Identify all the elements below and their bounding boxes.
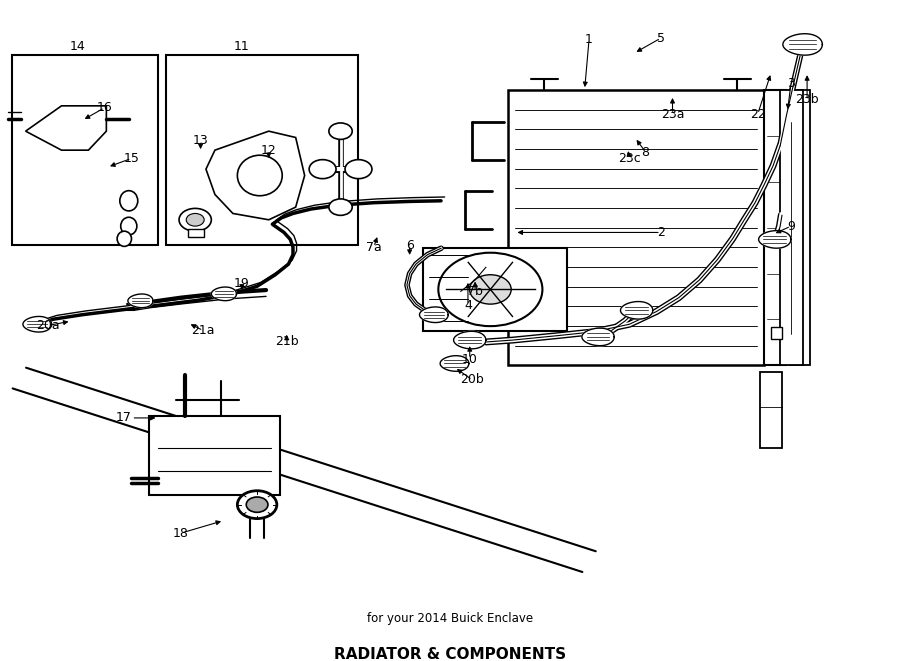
Text: 18: 18 — [173, 527, 189, 539]
Bar — [423, 249, 567, 330]
Text: 12: 12 — [261, 143, 276, 157]
Polygon shape — [206, 131, 304, 220]
Text: for your 2014 Buick Enclave: for your 2014 Buick Enclave — [367, 612, 533, 625]
Circle shape — [179, 208, 212, 231]
Text: 22: 22 — [750, 108, 766, 120]
Bar — [760, 371, 782, 447]
Text: 8: 8 — [642, 145, 650, 159]
Polygon shape — [419, 307, 448, 323]
Text: 5: 5 — [657, 32, 665, 44]
Text: 1: 1 — [585, 33, 593, 46]
Polygon shape — [128, 294, 153, 307]
Circle shape — [238, 490, 277, 519]
Text: 7a: 7a — [366, 241, 382, 254]
Polygon shape — [22, 317, 51, 332]
Text: 4: 4 — [464, 299, 472, 312]
Text: 20b: 20b — [461, 373, 484, 387]
Text: 7b: 7b — [467, 285, 483, 298]
Text: 6: 6 — [406, 239, 414, 252]
Text: 10: 10 — [462, 352, 478, 366]
Circle shape — [247, 497, 268, 512]
Text: 21a: 21a — [192, 324, 215, 337]
Bar — [188, 229, 204, 237]
Ellipse shape — [117, 231, 131, 247]
Polygon shape — [759, 231, 791, 248]
Text: 20a: 20a — [36, 319, 60, 332]
Polygon shape — [440, 356, 469, 371]
Bar — [166, 56, 358, 245]
Circle shape — [328, 123, 352, 139]
Text: 23b: 23b — [796, 93, 819, 106]
Bar — [780, 90, 803, 366]
Polygon shape — [582, 328, 614, 346]
Circle shape — [309, 160, 336, 178]
Text: 16: 16 — [96, 101, 112, 114]
Polygon shape — [25, 106, 106, 150]
Bar — [508, 90, 764, 366]
Bar — [771, 327, 782, 339]
Polygon shape — [149, 416, 280, 495]
Circle shape — [470, 275, 511, 304]
Ellipse shape — [238, 155, 283, 196]
Bar — [13, 56, 157, 245]
Circle shape — [345, 160, 372, 178]
Circle shape — [186, 214, 204, 226]
Ellipse shape — [121, 217, 137, 235]
Circle shape — [328, 199, 352, 215]
Text: 9: 9 — [787, 219, 795, 233]
Text: 2: 2 — [657, 226, 665, 239]
Text: 13: 13 — [193, 134, 209, 147]
Polygon shape — [212, 287, 237, 301]
Circle shape — [438, 253, 543, 326]
Text: 23c: 23c — [618, 152, 641, 165]
Text: 23a: 23a — [661, 108, 684, 120]
Polygon shape — [454, 331, 486, 349]
Text: 3: 3 — [787, 77, 795, 90]
Bar — [790, 90, 810, 366]
Text: RADIATOR & COMPONENTS: RADIATOR & COMPONENTS — [334, 647, 566, 661]
Bar — [764, 90, 786, 366]
Text: 14: 14 — [70, 40, 86, 54]
Text: 11: 11 — [234, 40, 249, 54]
Ellipse shape — [120, 190, 138, 211]
Text: 17: 17 — [115, 411, 131, 424]
Text: 21b: 21b — [274, 336, 299, 348]
Text: 19: 19 — [234, 276, 249, 290]
Text: 15: 15 — [123, 152, 140, 165]
Polygon shape — [783, 34, 823, 55]
Polygon shape — [620, 301, 652, 319]
